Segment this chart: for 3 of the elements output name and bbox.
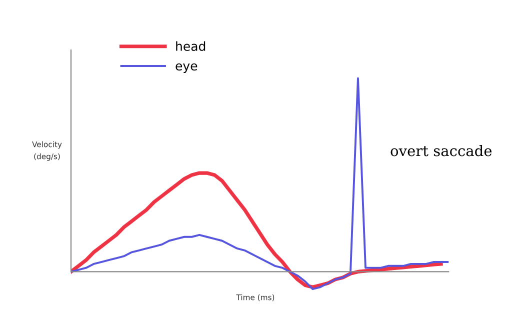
annotation: overt saccade xyxy=(390,144,492,156)
legend-label: eye xyxy=(176,63,198,73)
legend-label: head xyxy=(176,41,206,51)
